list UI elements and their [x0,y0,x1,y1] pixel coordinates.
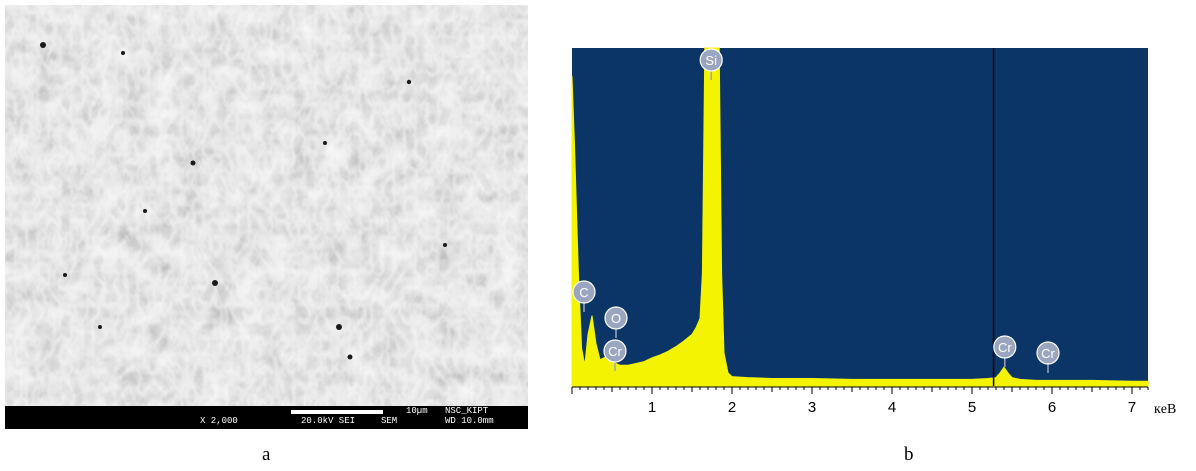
x-tick-label: 3 [808,399,816,416]
magnification-text: X 2,000 [200,416,238,426]
sem-micrograph-image [5,5,528,406]
pore-dots [40,42,447,360]
scale-bar [291,410,383,414]
x-tick-label: 6 [1048,399,1056,416]
voltage-text: 20.0kV SEI [301,416,356,426]
scale-bar-text: 10µm [406,406,428,416]
sem-micrograph-panel: X 2,000 20.0kV SEI SEM 10µm NSC_KIPT WD … [5,5,528,429]
spectrum-area [571,47,1149,387]
x-tick-label: 4 [888,399,896,416]
peak-marker-circle [603,339,627,363]
peak-label: Cr [608,344,622,359]
x-tick-label: 2 [728,399,736,416]
working-distance-text: WD 10.0mm [445,416,494,426]
panel-label-a: a [262,444,271,465]
mode-text: SEM [381,416,398,426]
peak-marker-circle [1036,341,1060,365]
peak-label: Cr [998,340,1012,355]
peak-label: Si [705,53,717,68]
x-tick-label: 7 [1128,399,1136,416]
sem-info-bar: X 2,000 20.0kV SEI SEM 10µm NSC_KIPT WD … [5,406,528,429]
peak-label: C [579,285,588,300]
x-tick-label: 1 [648,399,656,416]
peak-marker-circle [572,280,596,304]
lab-text: NSC_KIPT [445,406,489,416]
panel-label-b: b [904,444,914,465]
peak-marker-circle [993,335,1017,359]
peak-marker-circle [699,48,723,72]
peak-marker-circle [604,306,628,330]
x-tick-label: 5 [968,399,976,416]
eds-spectrum-chart: 1 2 3 4 5 6 7 кeB Si C O Cr Cr Cr [571,47,1176,417]
fracture-surface-texture [5,5,528,406]
plot-background [572,48,1148,386]
peak-label: O [611,311,621,326]
peak-label: Cr [1041,346,1055,361]
x-axis-label: кeB [1154,402,1176,417]
eds-spectrum-panel: 1 2 3 4 5 6 7 кeB Si C O Cr Cr Cr [560,40,1196,440]
